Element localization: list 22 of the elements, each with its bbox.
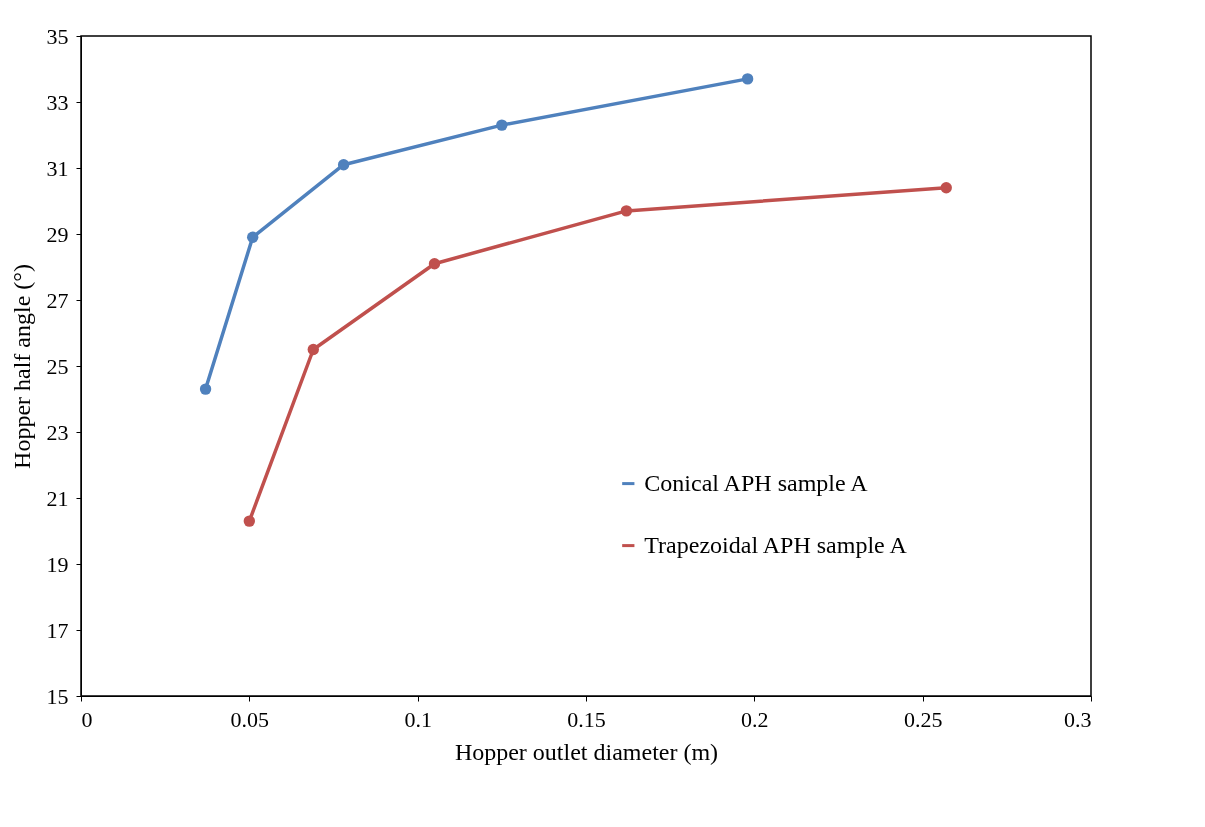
- x-tick-label: 0.1: [404, 706, 432, 732]
- y-tick-label: 17: [46, 617, 69, 643]
- legend-label: Conical APH sample A: [644, 469, 869, 496]
- y-tick-label: 23: [46, 419, 69, 445]
- y-tick-label: 29: [46, 221, 69, 247]
- x-tick-label: 0.2: [741, 706, 769, 732]
- legend-label: Trapezoidal APH sample A: [644, 531, 908, 558]
- y-tick-label: 25: [46, 353, 69, 379]
- y-axis-title: Hopper half angle (°): [8, 264, 35, 469]
- x-axis-title: Hopper outlet diameter (m): [454, 738, 719, 765]
- y-tick-label: 27: [46, 287, 69, 313]
- y-tick-label: 19: [46, 551, 69, 577]
- x-tick-label: 0.3: [1064, 706, 1092, 732]
- y-tick-label: 21: [46, 485, 69, 511]
- x-tick-label: 0.25: [903, 706, 943, 732]
- x-tick-label: 0: [81, 706, 93, 732]
- x-tick-label: 0.15: [567, 706, 606, 732]
- y-tick-label: 33: [46, 89, 69, 115]
- y-tick-label: 35: [46, 23, 69, 49]
- y-tick-label: 15: [46, 683, 69, 709]
- y-tick-label: 31: [46, 155, 69, 181]
- x-tick-label: 0.05: [230, 706, 270, 732]
